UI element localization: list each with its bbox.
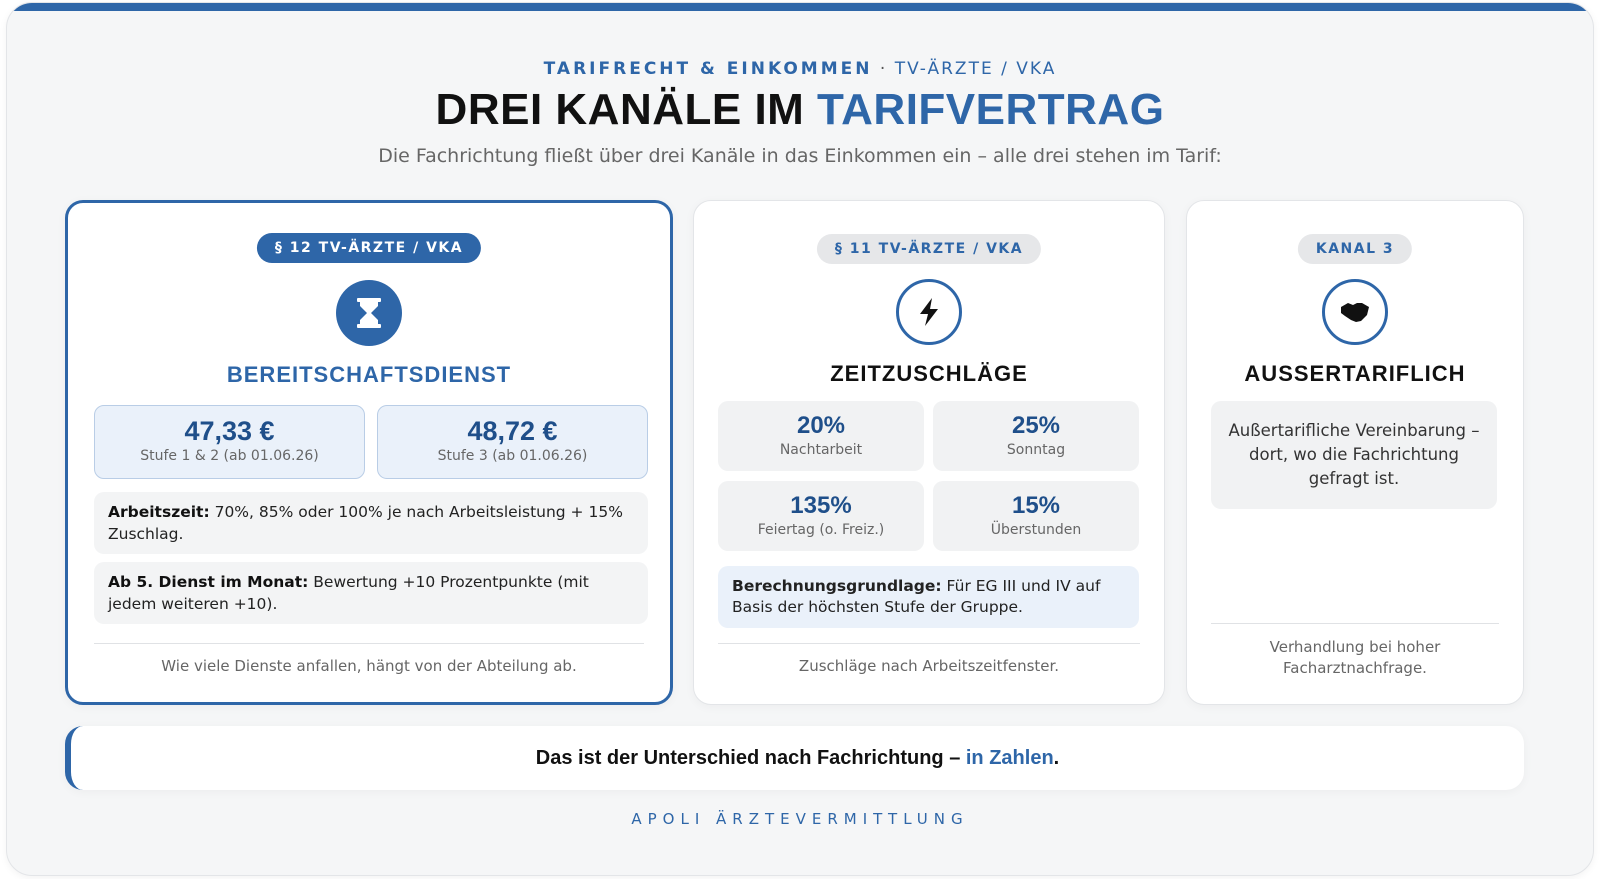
stat-box: 135% Feiertag (o. Freiz.)	[718, 481, 924, 551]
card-footnote: Wie viele Dienste anfallen, hängt von de…	[161, 657, 577, 675]
stat-box: 20% Nachtarbeit	[718, 401, 924, 471]
lightning-icon	[896, 279, 962, 345]
card-badge: § 11 TV-ÄRZTE / VKA	[816, 234, 1042, 264]
title-accent: TARIFVERTRAG	[817, 85, 1165, 134]
note-bold: Ab 5. Dienst im Monat:	[108, 573, 309, 591]
stat-box: 15% Überstunden	[933, 481, 1139, 551]
divider	[1211, 623, 1499, 624]
summary-banner: Das ist der Unterschied nach Fachrichtun…	[65, 726, 1524, 790]
price-box: 48,72 € Stufe 3 (ab 01.06.26)	[377, 405, 648, 479]
card-footnote: Verhandlung bei hoher Facharztnachfrage.	[1269, 638, 1441, 677]
hourglass-icon	[336, 280, 402, 346]
card-footnote: Zuschläge nach Arbeitszeitfenster.	[798, 657, 1060, 675]
handshake-icon	[1322, 279, 1388, 345]
price-box: 47,33 € Stufe 1 & 2 (ab 01.06.26)	[94, 405, 365, 479]
title-main: DREI KANÄLE IM	[435, 85, 818, 134]
note-box: Arbeitszeit: 70%, 85% oder 100% je nach …	[94, 492, 648, 554]
divider	[94, 643, 644, 644]
stat-label: Überstunden	[990, 522, 1082, 538]
basis-box: Berechnungsgrundlage: Für EG III und IV …	[718, 566, 1139, 628]
banner-accent: in Zahlen	[965, 747, 1054, 769]
note-text: 70%, 85% oder 100% je nach Arbeitsleistu…	[108, 503, 623, 543]
card-badge: § 12 TV-ÄRZTE / VKA	[256, 233, 482, 263]
card-zeitzuschlaege: § 11 TV-ÄRZTE / VKA ZEITZUSCHLÄGE 20% Na…	[693, 200, 1165, 705]
eyebrow-main: TARIFRECHT & EINKOMMEN	[543, 59, 873, 79]
note-box: Ab 5. Dienst im Monat: Bewertung +10 Pro…	[94, 562, 648, 624]
price-label: Stufe 1 & 2 (ab 01.06.26)	[140, 448, 319, 464]
page-subtitle: Die Fachrichtung fließt über drei Kanäle…	[378, 145, 1222, 167]
brand-footer: APOLI ÄRZTEVERMITTLUNG	[631, 810, 969, 828]
page-title: DREI KANÄLE IM TARIFVERTRAG	[7, 85, 1593, 135]
stat-label: Feiertag (o. Freiz.)	[757, 522, 885, 538]
basis-text: Für EG III und IV auf Basis der höchsten…	[732, 577, 1101, 616]
description-box: Außertarifliche Vereinbarung – dort, wo …	[1211, 401, 1497, 509]
note-text: Bewertung +10 Prozentpunkte (mit jedem w…	[108, 573, 589, 613]
stat-label: Sonntag	[1006, 442, 1066, 458]
basis-bold: Berechnungsgrundlage:	[732, 577, 942, 595]
stat-value: 20%	[796, 412, 846, 439]
top-accent-bar	[7, 3, 1593, 11]
card-title: ZEITZUSCHLÄGE	[830, 361, 1028, 386]
infographic-frame: TARIFRECHT & EINKOMMEN · TV-ÄRZTE / VKA …	[6, 2, 1594, 876]
stat-label: Nachtarbeit	[779, 442, 863, 458]
card-title: BEREITSCHAFTSDIENST	[226, 362, 512, 387]
card-badge: KANAL 3	[1297, 234, 1413, 264]
eyebrow: TARIFRECHT & EINKOMMEN · TV-ÄRZTE / VKA	[7, 59, 1593, 79]
stat-value: 25%	[1011, 412, 1061, 439]
divider	[718, 643, 1140, 644]
card-title: AUSSERTARIFLICH	[1244, 361, 1466, 386]
card-bereitschaftsdienst: § 12 TV-ÄRZTE / VKA BEREITSCHAFTSDIENST …	[65, 200, 673, 705]
banner-end: .	[1053, 747, 1060, 769]
stat-value: 15%	[1011, 492, 1061, 519]
card-aussertariflich: KANAL 3 AUSSERTARIFLICH Außertarifliche …	[1186, 200, 1524, 705]
price-value: 48,72 €	[467, 416, 558, 446]
stat-box: 25% Sonntag	[933, 401, 1139, 471]
eyebrow-sub: TV-ÄRZTE / VKA	[894, 59, 1057, 79]
banner-text: Das ist der Unterschied nach Fachrichtun…	[535, 747, 966, 769]
header: TARIFRECHT & EINKOMMEN · TV-ÄRZTE / VKA …	[7, 59, 1593, 167]
price-value: 47,33 €	[184, 416, 275, 446]
price-label: Stufe 3 (ab 01.06.26)	[437, 448, 588, 464]
eyebrow-separator: ·	[872, 59, 895, 79]
note-bold: Arbeitszeit:	[108, 503, 210, 521]
stat-value: 135%	[790, 492, 852, 519]
